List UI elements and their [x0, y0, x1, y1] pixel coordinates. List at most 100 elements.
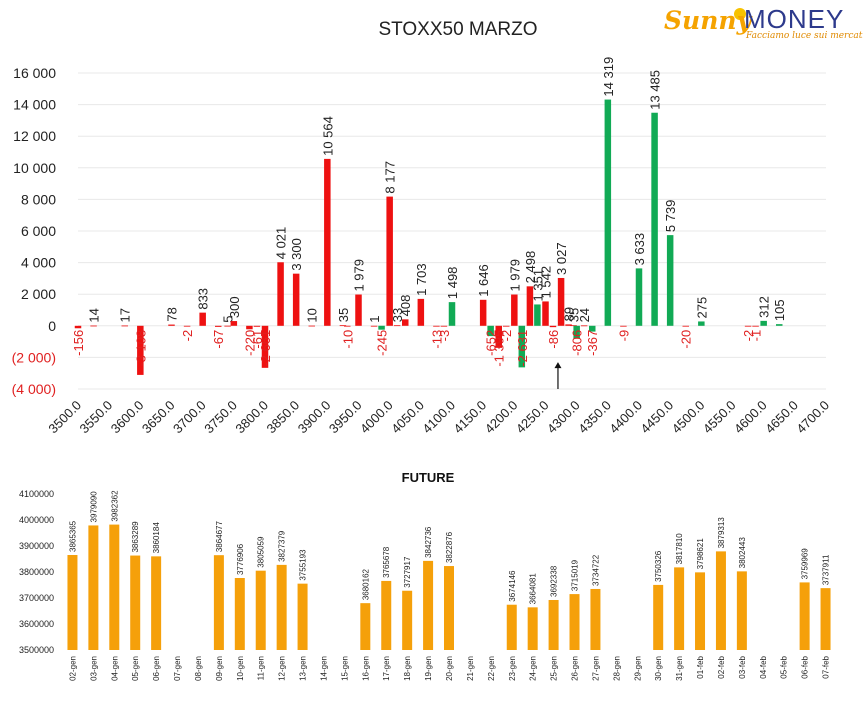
bar: [88, 525, 99, 650]
bar: [695, 572, 706, 650]
x-tick-label: 03-feb: [738, 655, 747, 678]
bar: [590, 588, 601, 650]
bar: [776, 324, 783, 326]
bar: [230, 321, 238, 326]
x-tick-label: 31-gen: [675, 656, 684, 681]
y-tick-label: 4 000: [21, 255, 56, 271]
bar-value-label: 8 177: [383, 161, 398, 194]
bar: [277, 262, 284, 326]
bar: [344, 325, 351, 327]
bar-value-label: 1 646: [476, 264, 491, 297]
future-price-chart: FUTURE 3500000 3600000 3700000 3800000 390000…: [19, 470, 831, 681]
bar-value-label: 1 979: [507, 259, 522, 292]
x-tick-label: 26-gen: [571, 656, 580, 681]
bar: [151, 556, 162, 650]
bar-value-label: 35: [336, 308, 351, 322]
bar: [752, 325, 759, 327]
bar-value-label: -245: [375, 330, 390, 356]
bar-value-label: 3864677: [215, 520, 224, 552]
x-tick-label: 4700.0: [793, 398, 832, 437]
bar-value-label: 1 542: [539, 266, 554, 299]
x-tick-label: 3700.0: [170, 398, 209, 437]
y-tick-label: 3900000: [19, 541, 54, 551]
x-tick-label: 21-gen: [466, 656, 475, 681]
x-tick-label: 3900.0: [295, 398, 334, 437]
bar: [569, 594, 580, 650]
bar-value-label: -86: [546, 330, 561, 349]
x-tick-label: 18-gen: [403, 656, 412, 681]
logo-brand-sunny: Sunny: [664, 6, 752, 35]
bar: [261, 325, 269, 368]
y-tick-label: 3600000: [19, 619, 54, 629]
bar: [276, 564, 287, 650]
bar: [580, 325, 588, 327]
bar-value-label: 35: [567, 308, 582, 322]
bar: [534, 304, 541, 326]
x-tick-label: 4500.0: [669, 398, 708, 437]
bar-value-label: 1 703: [414, 263, 429, 296]
bar: [402, 319, 409, 326]
annotation-arrow-head: [554, 362, 562, 369]
bar-value-label: -67: [211, 330, 226, 349]
bar: [444, 566, 454, 650]
bar: [324, 158, 331, 326]
bar: [573, 325, 580, 339]
x-tick-label: 12-gen: [278, 656, 287, 681]
bar-value-label: 3805059: [257, 536, 266, 568]
bar-value-label: 3827379: [278, 530, 287, 562]
x-tick-label: 28-gen: [612, 656, 621, 681]
x-tick-label: 4350.0: [575, 398, 614, 437]
bar-value-label: 3727917: [403, 556, 412, 588]
x-tick-label: 4200.0: [482, 398, 521, 437]
x-tick-label: 29-gen: [633, 656, 642, 681]
bar: [255, 570, 266, 650]
y-tick-label: 2 000: [21, 286, 56, 302]
x-tick-label: 3650.0: [139, 398, 178, 437]
bar: [297, 583, 308, 650]
bar: [355, 294, 362, 326]
bar-value-label: 3865365: [68, 520, 77, 552]
bar-value-label: -3 108: [133, 330, 148, 367]
bar-value-label: 3680162: [361, 568, 370, 600]
bar-value-label: 13 485: [648, 70, 663, 110]
bar: [542, 301, 549, 326]
y-tick-label: 16 000: [13, 65, 56, 81]
bar: [620, 325, 627, 327]
bar: [417, 298, 425, 326]
x-tick-label: 14-gen: [319, 656, 328, 681]
bar-value-label: 33: [390, 308, 405, 322]
x-tick-label: 08-gen: [194, 656, 203, 681]
x-tick-label: 02-gen: [68, 656, 77, 681]
bar-value-label: 14 319: [601, 57, 616, 97]
x-tick-label: 4250.0: [513, 398, 552, 437]
bar-value-label: 78: [165, 307, 180, 321]
x-tick-label: 4600.0: [731, 398, 770, 437]
bar-value-label: 3674146: [508, 570, 517, 602]
x-tick-label: 3500.0: [45, 398, 84, 437]
x-tick-label: 16-gen: [361, 656, 370, 681]
bar: [495, 325, 502, 348]
x-tick-label: 4100.0: [419, 398, 458, 437]
bar: [393, 325, 401, 327]
x-tick-label: 03-gen: [89, 656, 98, 681]
x-tick-label: 10-gen: [236, 656, 245, 681]
bar: [130, 555, 141, 650]
bar: [549, 325, 557, 328]
bar: [570, 325, 577, 327]
bar: [253, 325, 261, 327]
bar-value-label: 3798621: [696, 538, 705, 570]
bar-value-label: 3734722: [591, 554, 600, 586]
bar-value-label: 3860184: [152, 522, 161, 554]
bar: [548, 599, 559, 650]
bar: [557, 277, 565, 326]
x-tick-label: 4550.0: [700, 398, 739, 437]
bar: [215, 325, 222, 327]
bar-value-label: -10: [340, 330, 355, 349]
bar-value-label: 3 300: [289, 238, 304, 271]
bar: [653, 584, 664, 650]
bar: [760, 320, 767, 326]
bar: [381, 580, 392, 650]
bar: [799, 582, 810, 650]
bar: [224, 325, 231, 327]
bar-value-label: 24: [577, 308, 592, 322]
